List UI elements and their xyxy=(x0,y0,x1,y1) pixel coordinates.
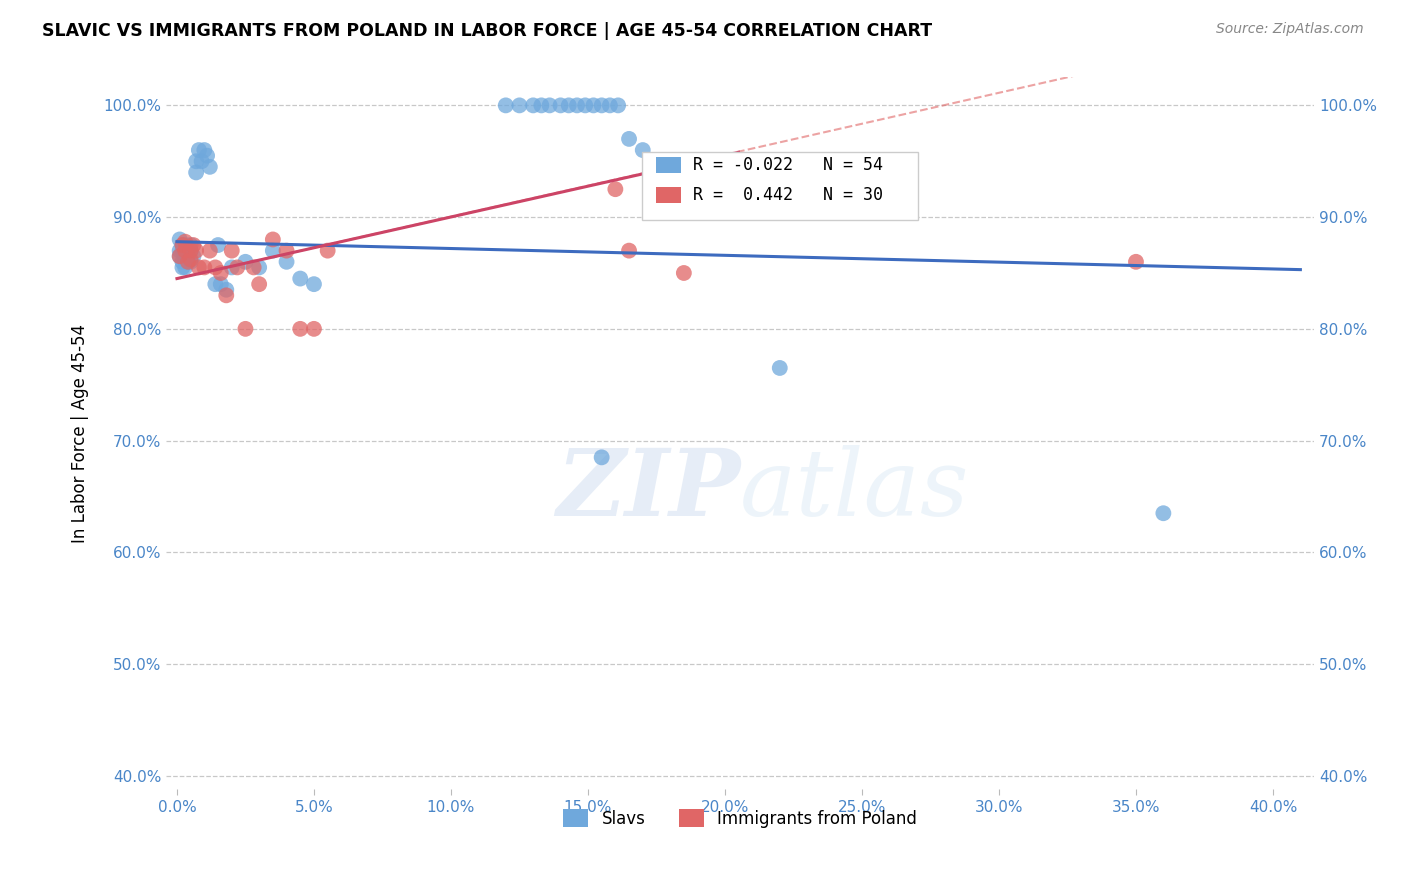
Point xyxy=(769,361,792,376)
FancyBboxPatch shape xyxy=(657,187,682,202)
Point xyxy=(209,277,232,292)
Point xyxy=(187,260,209,275)
Point xyxy=(607,98,630,112)
Point xyxy=(574,98,596,112)
Point xyxy=(631,143,654,157)
Point xyxy=(174,252,197,267)
Point xyxy=(193,143,215,157)
Point xyxy=(184,165,207,179)
Point xyxy=(582,98,605,112)
Point xyxy=(172,238,194,252)
Point xyxy=(235,322,257,336)
Point xyxy=(215,288,238,302)
Point xyxy=(565,98,588,112)
Point xyxy=(174,235,197,249)
Point xyxy=(605,182,627,196)
Point xyxy=(174,244,197,258)
Point xyxy=(672,266,695,280)
Point xyxy=(221,244,243,258)
Point xyxy=(550,98,572,112)
FancyBboxPatch shape xyxy=(657,157,682,173)
Point xyxy=(180,255,202,269)
Point xyxy=(1152,506,1174,520)
Point xyxy=(172,244,194,258)
Point xyxy=(183,249,205,263)
Point xyxy=(177,244,200,258)
Point xyxy=(221,260,243,275)
Point xyxy=(204,277,226,292)
Point xyxy=(276,255,298,269)
Point xyxy=(169,249,191,263)
Point xyxy=(530,98,553,112)
Legend: Slavs, Immigrants from Poland: Slavs, Immigrants from Poland xyxy=(557,803,924,834)
Point xyxy=(538,98,561,112)
Point xyxy=(180,244,202,258)
Point xyxy=(508,98,530,112)
Point xyxy=(174,260,197,275)
Point xyxy=(247,260,270,275)
Point xyxy=(169,249,191,263)
Point xyxy=(190,154,212,169)
Text: R = -0.022   N = 54: R = -0.022 N = 54 xyxy=(693,156,883,174)
Point xyxy=(207,238,229,252)
Point xyxy=(226,260,249,275)
Point xyxy=(177,249,200,263)
Point xyxy=(1125,255,1147,269)
Point xyxy=(599,98,621,112)
Point xyxy=(180,244,202,258)
Point xyxy=(591,450,613,465)
Y-axis label: In Labor Force | Age 45-54: In Labor Force | Age 45-54 xyxy=(72,324,89,543)
Point xyxy=(242,260,264,275)
Point xyxy=(262,244,284,258)
Point xyxy=(290,322,312,336)
Point xyxy=(209,266,232,280)
Point xyxy=(180,252,202,267)
Point xyxy=(172,260,194,275)
Point xyxy=(195,149,218,163)
Point xyxy=(177,255,200,269)
Point xyxy=(215,283,238,297)
Point xyxy=(262,232,284,246)
FancyBboxPatch shape xyxy=(643,153,918,219)
Point xyxy=(495,98,517,112)
Point xyxy=(235,255,257,269)
Point xyxy=(177,255,200,269)
Text: R =  0.442   N = 30: R = 0.442 N = 30 xyxy=(693,186,883,204)
Point xyxy=(184,244,207,258)
Point xyxy=(180,238,202,252)
Point xyxy=(172,255,194,269)
Point xyxy=(204,260,226,275)
Text: ZIP: ZIP xyxy=(555,445,740,535)
Text: atlas: atlas xyxy=(740,445,970,535)
Point xyxy=(174,244,197,258)
Point xyxy=(617,132,640,146)
Text: Source: ZipAtlas.com: Source: ZipAtlas.com xyxy=(1216,22,1364,37)
Point xyxy=(302,322,325,336)
Point xyxy=(247,277,270,292)
Point xyxy=(727,154,749,169)
Point xyxy=(276,244,298,258)
Point xyxy=(617,244,640,258)
Point xyxy=(591,98,613,112)
Point xyxy=(316,244,339,258)
Point xyxy=(183,238,205,252)
Point xyxy=(174,238,197,252)
Point xyxy=(558,98,581,112)
Text: SLAVIC VS IMMIGRANTS FROM POLAND IN LABOR FORCE | AGE 45-54 CORRELATION CHART: SLAVIC VS IMMIGRANTS FROM POLAND IN LABO… xyxy=(42,22,932,40)
Point xyxy=(187,143,209,157)
Point xyxy=(184,154,207,169)
Point xyxy=(172,238,194,252)
Point xyxy=(193,260,215,275)
Point xyxy=(522,98,544,112)
Point xyxy=(169,232,191,246)
Point xyxy=(198,244,221,258)
Point xyxy=(198,160,221,174)
Point xyxy=(290,271,312,285)
Point xyxy=(169,244,191,258)
Point xyxy=(302,277,325,292)
